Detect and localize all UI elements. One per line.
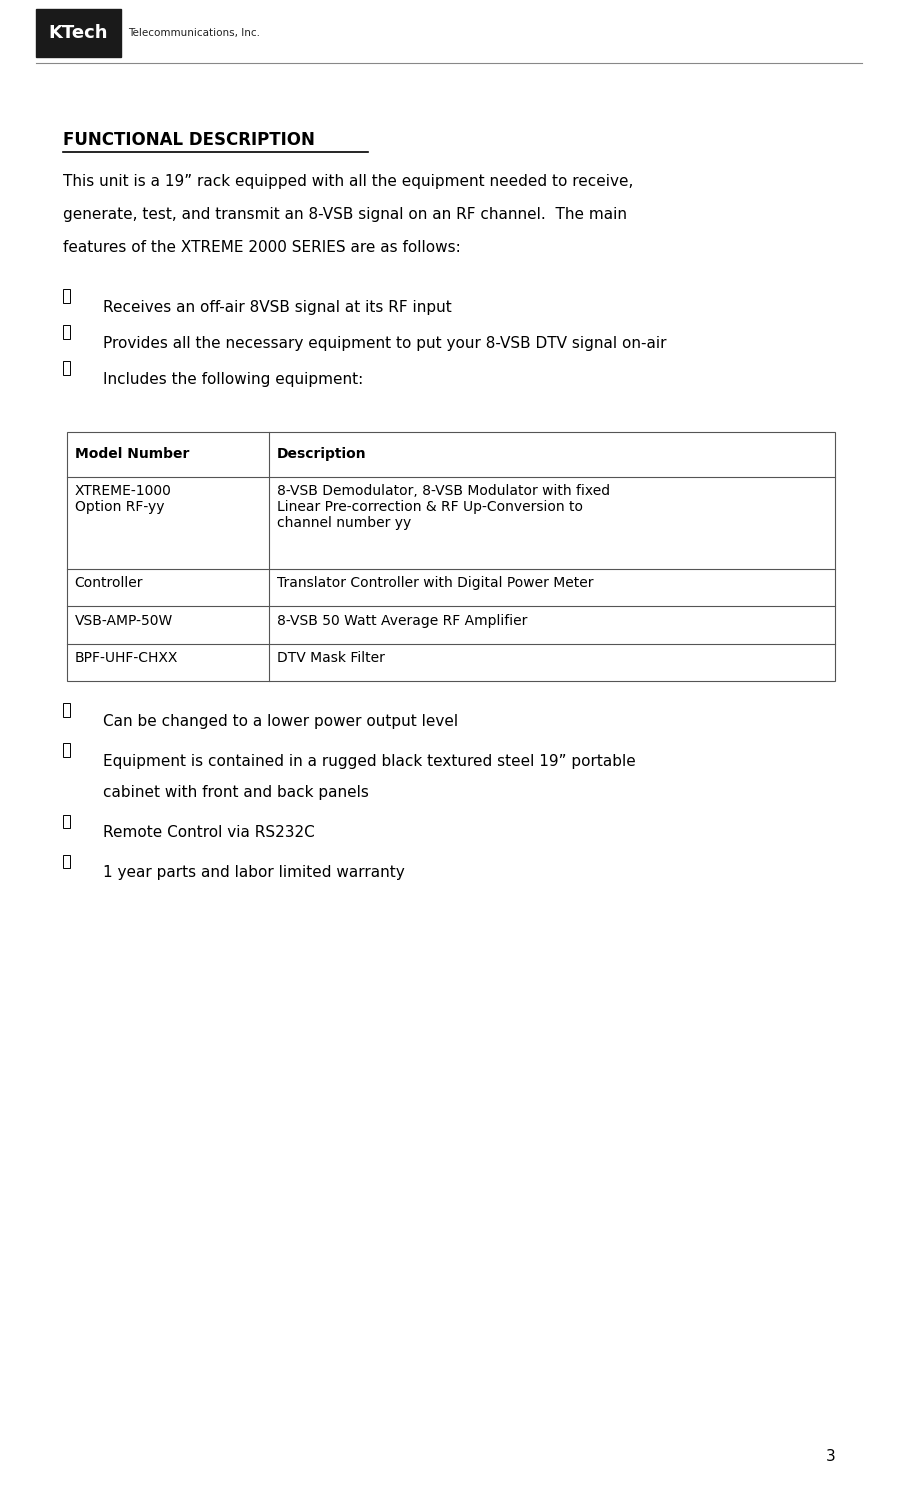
Text: cabinet with front and back panels: cabinet with front and back panels (103, 784, 369, 799)
Text: Description: Description (277, 447, 366, 461)
Text: Equipment is contained in a rugged black textured steel 19” portable: Equipment is contained in a rugged black… (103, 754, 636, 769)
Bar (63, 361, 70, 374)
Text: generate, test, and transmit an 8-VSB signal on an RF channel.  The main: generate, test, and transmit an 8-VSB si… (63, 207, 627, 222)
Text: VSB-AMP-50W: VSB-AMP-50W (75, 614, 172, 628)
Bar (67, 432, 835, 681)
Text: Receives an off-air 8VSB signal at its RF input: Receives an off-air 8VSB signal at its R… (103, 300, 452, 315)
Bar (63, 289, 70, 303)
Text: features of the XTREME 2000 SERIES are as follows:: features of the XTREME 2000 SERIES are a… (63, 240, 461, 255)
Bar (63, 325, 70, 338)
Text: Controller: Controller (75, 577, 143, 590)
Text: Model Number: Model Number (75, 447, 189, 461)
Text: 3: 3 (825, 1449, 835, 1464)
Text: Translator Controller with Digital Power Meter: Translator Controller with Digital Power… (277, 577, 593, 590)
Text: Telecommunications, Inc.: Telecommunications, Inc. (128, 28, 260, 37)
Text: Provides all the necessary equipment to put your 8-VSB DTV signal on-air: Provides all the necessary equipment to … (103, 335, 667, 350)
Text: Can be changed to a lower power output level: Can be changed to a lower power output l… (103, 714, 458, 729)
Text: DTV Mask Filter: DTV Mask Filter (277, 652, 384, 665)
Text: XTREME-1000
Option RF-yy: XTREME-1000 Option RF-yy (75, 485, 172, 514)
Text: Includes the following equipment:: Includes the following equipment: (103, 371, 364, 386)
FancyBboxPatch shape (36, 9, 121, 57)
Text: This unit is a 19” rack equipped with all the equipment needed to receive,: This unit is a 19” rack equipped with al… (63, 174, 633, 189)
Bar (63, 854, 70, 868)
Bar (63, 744, 70, 757)
Text: 8-VSB 50 Watt Average RF Amplifier: 8-VSB 50 Watt Average RF Amplifier (277, 614, 527, 628)
Text: 8-VSB Demodulator, 8-VSB Modulator with fixed
Linear Pre-correction & RF Up-Conv: 8-VSB Demodulator, 8-VSB Modulator with … (277, 485, 610, 531)
Bar (63, 704, 70, 717)
Text: KTech: KTech (48, 24, 109, 42)
Text: Remote Control via RS232C: Remote Control via RS232C (103, 825, 315, 839)
Text: FUNCTIONAL DESCRIPTION: FUNCTIONAL DESCRIPTION (63, 131, 314, 149)
Text: 1 year parts and labor limited warranty: 1 year parts and labor limited warranty (103, 865, 405, 880)
Bar (63, 814, 70, 828)
Text: BPF-UHF-CHXX: BPF-UHF-CHXX (75, 652, 178, 665)
